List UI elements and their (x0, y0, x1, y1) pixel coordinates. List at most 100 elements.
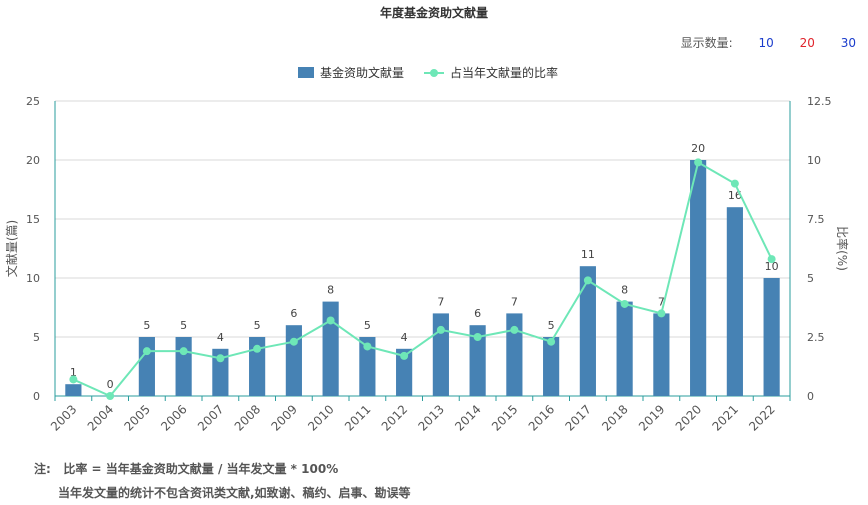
y2-tick-label: 2.5 (807, 331, 825, 344)
y2-tick-label: 12.5 (807, 95, 832, 108)
x-tick-label: 2015 (489, 402, 520, 433)
bar (579, 266, 596, 396)
ratio-point (253, 344, 262, 353)
bar-value-label: 4 (217, 331, 224, 344)
legend-bar-label: 基金资助文献量 (320, 65, 404, 80)
y-axis-title: 文献量(篇) (4, 220, 19, 277)
bar-value-label: 5 (364, 319, 371, 332)
ratio-point (436, 325, 445, 334)
bar (543, 337, 560, 396)
x-tick-label: 2020 (673, 402, 704, 433)
bar (763, 278, 780, 396)
bar-value-label: 20 (691, 142, 705, 155)
bar (396, 348, 413, 396)
bar-value-label: 5 (548, 319, 555, 332)
y-tick-label: 0 (33, 390, 40, 403)
y-tick-label: 25 (26, 95, 40, 108)
display-count-10-button[interactable]: 10 (758, 36, 774, 50)
ratio-point (473, 333, 482, 341)
y2-tick-label: 7.5 (807, 213, 825, 226)
bar-value-label: 5 (180, 319, 187, 332)
x-tick-label: 2012 (379, 402, 410, 433)
ratio-point (216, 354, 225, 363)
legend-line-label: 占当年文献量的比率 (450, 65, 558, 80)
y-tick-label: 5 (33, 331, 40, 344)
x-tick-label: 2016 (526, 402, 557, 433)
bar (469, 325, 486, 396)
note-formula: 比率 = 当年基金资助文献量 / 当年发文量 * 100% (63, 462, 339, 476)
ratio-point (694, 158, 703, 167)
y-tick-label: 20 (26, 154, 40, 167)
x-tick-label: 2010 (305, 402, 336, 433)
display-count-20-button[interactable]: 20 (799, 36, 815, 50)
x-tick-label: 2017 (562, 402, 593, 433)
y2-tick-label: 0 (807, 390, 814, 403)
chart-title: 年度基金资助文献量 (379, 6, 488, 20)
bar-value-label: 11 (581, 248, 595, 261)
bar (506, 313, 523, 396)
bar-value-label: 7 (511, 295, 518, 308)
x-tick-label: 2009 (268, 402, 299, 433)
bar (322, 301, 339, 396)
ratio-point (179, 347, 188, 356)
x-tick-label: 2006 (158, 402, 189, 433)
bar-value-label: 7 (658, 295, 665, 308)
note-detail: 当年发文量的统计不包含资讯类文献,如致谢、稿约、启事、勘误等 (58, 486, 411, 500)
bar (432, 313, 449, 396)
bar (690, 160, 707, 396)
bar (212, 348, 229, 396)
bar (65, 384, 82, 396)
ratio-point (289, 337, 298, 346)
bar-value-label: 5 (143, 319, 150, 332)
x-tick-label: 2019 (636, 402, 667, 433)
x-tick-label: 2008 (232, 402, 263, 433)
bar-value-label: 6 (474, 307, 481, 320)
bar (359, 337, 376, 396)
x-tick-label: 2021 (709, 402, 740, 433)
y2-axis-title: 比率(%) (835, 226, 850, 271)
ratio-point (400, 351, 409, 360)
x-tick-label: 2013 (415, 402, 446, 433)
y2-tick-label: 10 (807, 154, 821, 167)
ratio-point (106, 392, 115, 400)
display-count-30-button[interactable]: 30 (840, 36, 856, 50)
bar-value-label: 10 (765, 260, 779, 273)
ratio-point (142, 347, 151, 356)
ratio-point (326, 316, 335, 325)
bar-value-label: 7 (437, 295, 444, 308)
bar (616, 301, 633, 396)
ratio-point (547, 337, 556, 346)
ratio-point (69, 375, 78, 384)
x-tick-label: 2007 (195, 402, 226, 433)
bar (138, 337, 155, 396)
ratio-point (363, 342, 372, 351)
ratio-point (583, 276, 592, 285)
ratio-point (767, 255, 776, 264)
bar-value-label: 5 (254, 319, 261, 332)
bar-value-label: 0 (107, 378, 114, 391)
bar (726, 207, 743, 396)
bar-value-label: 8 (621, 284, 628, 297)
bar (249, 337, 266, 396)
legend-bar-swatch (298, 67, 314, 78)
y-tick-label: 15 (26, 213, 40, 226)
ratio-point (510, 325, 519, 334)
ratio-point (657, 309, 666, 318)
x-tick-label: 2004 (85, 402, 116, 433)
display-count-label: 显示数量: (680, 36, 733, 50)
ratio-line (72, 160, 773, 398)
bar (175, 337, 192, 396)
bar-value-label: 1 (70, 366, 77, 379)
note-prefix: 注: (34, 462, 51, 476)
ratio-point (730, 179, 739, 188)
y-tick-label: 10 (26, 272, 40, 285)
x-tick-label: 2011 (342, 402, 373, 433)
x-tick-label: 2018 (599, 402, 630, 433)
x-tick-label: 2003 (48, 402, 79, 433)
legend-line-marker (430, 69, 438, 77)
ratio-point (620, 299, 629, 308)
chart-note: 注: 比率 = 当年基金资助文献量 / 当年发文量 * 100% 当年发文量的统… (34, 457, 411, 505)
y2-tick-label: 5 (807, 272, 814, 285)
bar-value-label: 8 (327, 284, 334, 297)
